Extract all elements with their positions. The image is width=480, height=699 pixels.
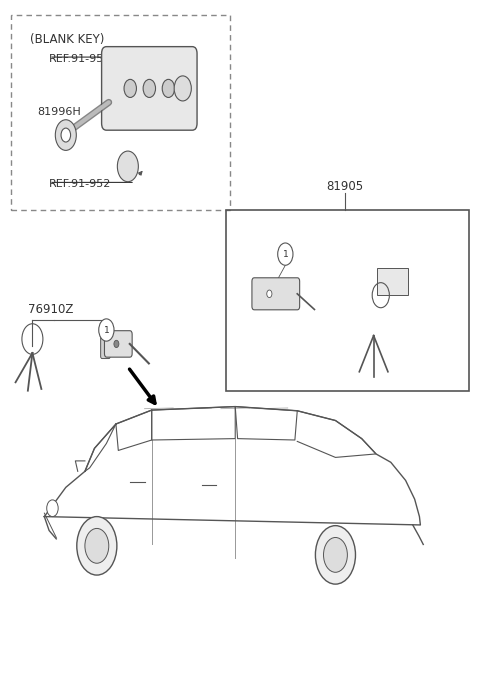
FancyBboxPatch shape	[105, 331, 132, 357]
Text: 81905: 81905	[326, 180, 363, 193]
Text: 1: 1	[104, 326, 109, 335]
Circle shape	[61, 128, 71, 142]
Circle shape	[315, 526, 356, 584]
Circle shape	[174, 76, 192, 101]
Circle shape	[278, 243, 293, 265]
FancyBboxPatch shape	[377, 268, 408, 295]
Text: (BLANK KEY): (BLANK KEY)	[30, 33, 104, 45]
Circle shape	[162, 80, 175, 97]
FancyBboxPatch shape	[102, 47, 197, 130]
Circle shape	[55, 120, 76, 150]
Circle shape	[99, 319, 114, 341]
Circle shape	[85, 528, 109, 563]
Text: 76910Z: 76910Z	[28, 303, 73, 316]
Circle shape	[267, 290, 272, 298]
Circle shape	[114, 340, 119, 347]
Circle shape	[324, 538, 348, 572]
FancyBboxPatch shape	[101, 329, 110, 359]
Text: REF.91-952: REF.91-952	[49, 54, 111, 64]
Circle shape	[143, 80, 156, 97]
Circle shape	[77, 517, 117, 575]
Circle shape	[47, 500, 58, 517]
FancyBboxPatch shape	[252, 278, 300, 310]
Text: 1: 1	[282, 250, 288, 259]
Circle shape	[117, 151, 138, 182]
Text: REF.91-952: REF.91-952	[49, 179, 111, 189]
Circle shape	[124, 80, 136, 97]
Text: 81996H: 81996H	[37, 107, 81, 117]
